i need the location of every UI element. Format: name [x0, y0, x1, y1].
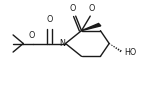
- Text: HO: HO: [125, 48, 137, 57]
- Text: O: O: [46, 15, 53, 24]
- Text: O: O: [29, 31, 35, 40]
- Polygon shape: [81, 23, 101, 31]
- Text: O: O: [70, 4, 76, 13]
- Text: N: N: [59, 39, 65, 48]
- Text: O: O: [88, 4, 95, 13]
